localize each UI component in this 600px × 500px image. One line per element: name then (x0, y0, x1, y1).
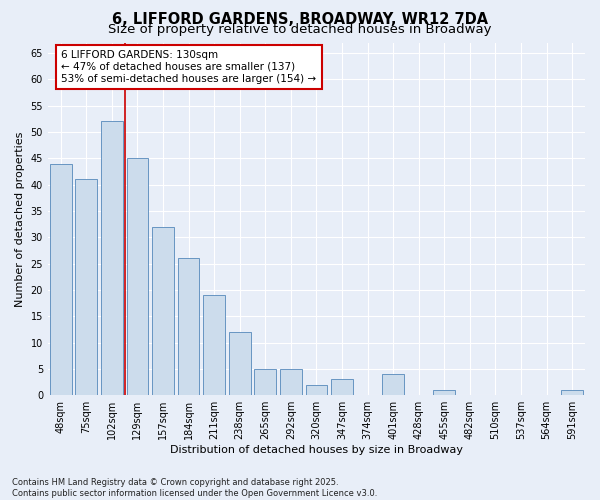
Text: Size of property relative to detached houses in Broadway: Size of property relative to detached ho… (108, 22, 492, 36)
Bar (152, 227, 174, 395)
Bar (562, 390, 583, 395)
Bar (203, 295, 225, 395)
Text: 6 LIFFORD GARDENS: 130sqm
← 47% of detached houses are smaller (137)
53% of semi: 6 LIFFORD GARDENS: 130sqm ← 47% of detac… (61, 50, 316, 84)
Bar (50, 164, 71, 395)
Text: Contains HM Land Registry data © Crown copyright and database right 2025.
Contai: Contains HM Land Registry data © Crown c… (12, 478, 377, 498)
Bar (127, 158, 148, 395)
Bar (101, 122, 123, 395)
X-axis label: Distribution of detached houses by size in Broadway: Distribution of detached houses by size … (170, 445, 463, 455)
Bar (331, 380, 353, 395)
Bar (382, 374, 404, 395)
Bar (178, 258, 199, 395)
Bar (433, 390, 455, 395)
Bar (76, 180, 97, 395)
Bar (229, 332, 251, 395)
Y-axis label: Number of detached properties: Number of detached properties (15, 131, 25, 306)
Bar (280, 369, 302, 395)
Text: 6, LIFFORD GARDENS, BROADWAY, WR12 7DA: 6, LIFFORD GARDENS, BROADWAY, WR12 7DA (112, 12, 488, 28)
Bar (305, 384, 328, 395)
Bar (254, 369, 276, 395)
